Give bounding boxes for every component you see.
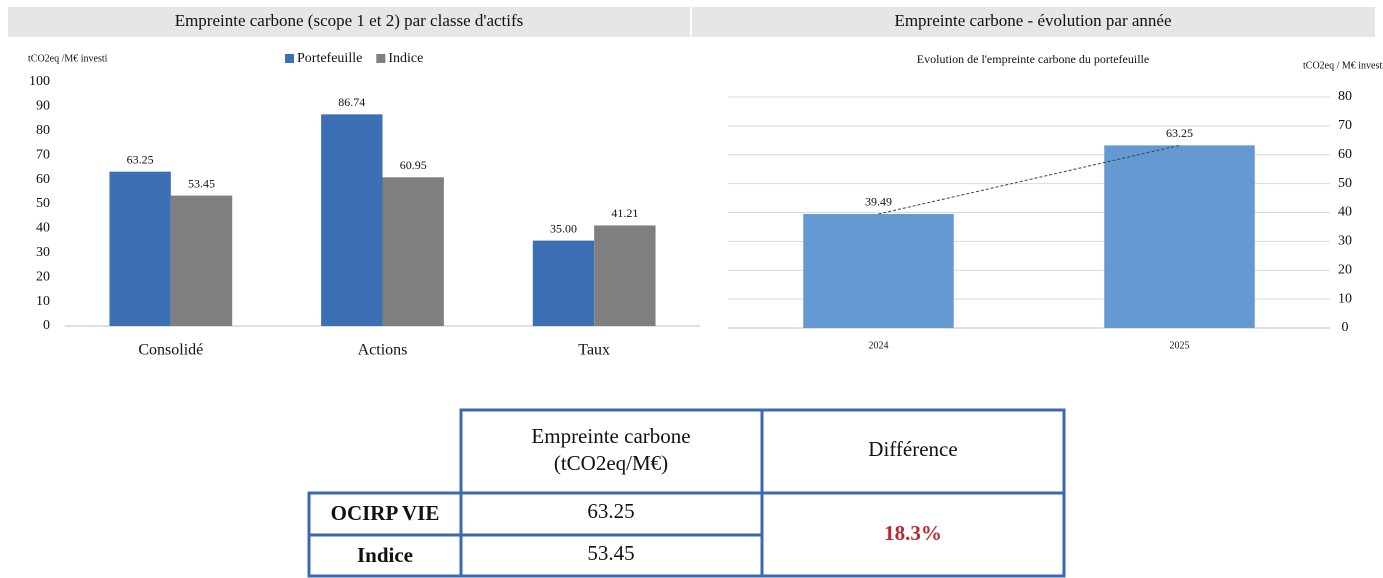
x-tick-label: Consolidé — [138, 342, 203, 359]
legend-label: Indice — [388, 51, 423, 66]
bar — [532, 240, 595, 326]
row-label: OCIRP VIE — [331, 501, 440, 525]
cell: 53.45 — [587, 541, 634, 565]
bar — [594, 225, 656, 326]
table-header: Différence — [868, 437, 957, 461]
header-band — [692, 7, 1375, 37]
y-tick-label: 0 — [43, 318, 50, 333]
data-label: 35.00 — [550, 221, 577, 235]
table-header: Empreinte carbone — [531, 424, 690, 448]
data-label: 41.21 — [611, 206, 638, 220]
data-label: 39.49 — [865, 195, 892, 209]
table-grid — [307, 408, 1066, 578]
data-label: 63.25 — [1166, 126, 1193, 140]
legend-swatch — [376, 54, 386, 63]
bar — [321, 114, 383, 326]
y-tick-label: 90 — [36, 99, 50, 114]
y-tick-label: 80 — [36, 123, 50, 138]
cell: 63.25 — [587, 499, 634, 523]
difference: 18.3% — [884, 521, 942, 545]
table-header: (tCO2eq/M€) — [554, 451, 668, 475]
chart-subtitle: Evolution de l'empreinte carbone du port… — [917, 52, 1149, 66]
bar — [170, 195, 233, 326]
y-tick-label: 10 — [36, 294, 50, 309]
bar — [803, 213, 954, 328]
y-tick-label: 20 — [1338, 262, 1352, 277]
y-tick-label: 60 — [36, 172, 50, 187]
data-label: 86.74 — [338, 95, 365, 109]
bar — [109, 171, 171, 326]
bar — [382, 177, 444, 326]
y-tick-label: 30 — [1338, 234, 1352, 249]
y-tick-label: 70 — [1338, 118, 1352, 133]
y-tick-label: 10 — [1338, 291, 1352, 306]
x-tick-label: Actions — [358, 342, 408, 359]
y-tick-label: 40 — [1338, 205, 1352, 220]
chart-title: Empreinte carbone - évolution par année — [894, 11, 1171, 30]
y-tick-label: 0 — [1342, 320, 1349, 335]
data-label: 60.95 — [400, 158, 427, 172]
chart-title: Empreinte carbone (scope 1 et 2) par cla… — [175, 11, 524, 30]
y-tick-label: 70 — [36, 147, 50, 162]
row-label: Indice — [357, 543, 413, 567]
y-tick-label: 80 — [1338, 89, 1352, 104]
y-tick-label: 50 — [1338, 176, 1352, 191]
header-band — [8, 7, 690, 37]
legend-label: Portefeuille — [297, 51, 362, 66]
data-label: 63.25 — [127, 152, 154, 166]
y-tick-label: 40 — [36, 221, 50, 236]
y-axis-label: tCO2eq /M€ investi — [28, 53, 108, 64]
y-tick-label: 20 — [36, 269, 50, 284]
y-tick-label: 50 — [36, 196, 50, 211]
x-tick-label: 2025 — [1170, 340, 1190, 351]
legend-swatch — [285, 54, 294, 63]
bar — [1104, 145, 1255, 328]
x-tick-label: Taux — [578, 342, 610, 359]
y-tick-label: 100 — [29, 74, 50, 89]
data-label: 53.45 — [188, 176, 215, 190]
y-axis-label: tCO2eq / M€ investi — [1303, 60, 1383, 71]
x-tick-label: 2024 — [869, 340, 889, 351]
trendline — [878, 144, 1180, 215]
y-tick-label: 30 — [36, 245, 50, 260]
y-tick-label: 60 — [1338, 147, 1352, 162]
